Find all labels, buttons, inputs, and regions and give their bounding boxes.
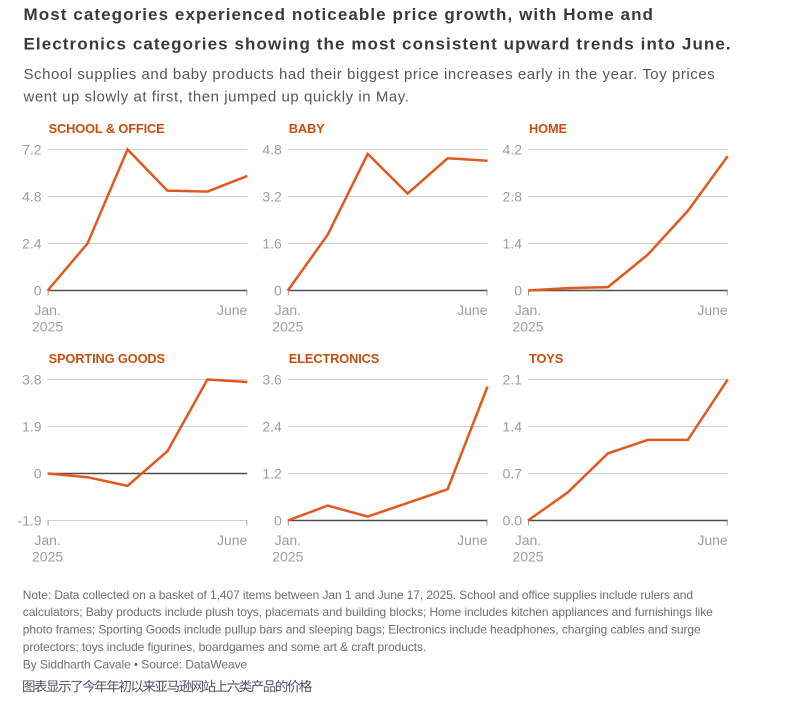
svg-text:0.7: 0.7	[503, 466, 523, 482]
svg-text:3.6: 3.6	[262, 372, 282, 388]
svg-text:1.4: 1.4	[503, 419, 523, 435]
svg-text:Note: Data collected on a bask: Note: Data collected on a basket of 1,40…	[23, 588, 693, 602]
svg-text:-1.9: -1.9	[17, 513, 41, 529]
svg-text:Jan.: Jan.	[275, 302, 301, 318]
svg-text:4.2: 4.2	[503, 142, 523, 158]
svg-text:7.2: 7.2	[22, 142, 42, 158]
svg-text:0: 0	[274, 513, 282, 529]
svg-text:June: June	[697, 532, 728, 548]
svg-text:0: 0	[514, 283, 522, 299]
svg-text:Jan.: Jan.	[515, 302, 541, 318]
svg-text:HOME: HOME	[529, 121, 567, 136]
svg-text:Most categories experienced no: Most categories experienced noticeable p…	[24, 5, 655, 24]
svg-text:0: 0	[34, 283, 42, 299]
svg-text:June: June	[457, 532, 488, 548]
svg-text:2.4: 2.4	[262, 419, 282, 435]
svg-text:June: June	[217, 532, 248, 548]
svg-text:2025: 2025	[32, 549, 63, 565]
svg-text:2025: 2025	[512, 319, 543, 335]
svg-text:2025: 2025	[272, 319, 303, 335]
svg-text:photo frames; Sporting Goods i: photo frames; Sporting Goods include pul…	[23, 623, 701, 637]
svg-text:0: 0	[34, 466, 42, 482]
svg-text:BABY: BABY	[289, 121, 325, 136]
svg-text:School supplies and baby produ: School supplies and baby products had th…	[24, 66, 716, 83]
svg-text:calculators; Baby products inc: calculators; Baby products include plush…	[23, 605, 713, 619]
svg-text:0: 0	[274, 283, 282, 299]
svg-text:By Siddharth Cavale • Source:: By Siddharth Cavale • Source: DataWeave	[23, 658, 248, 672]
svg-text:Electronics categories showing: Electronics categories showing the most …	[24, 35, 732, 54]
svg-text:June: June	[217, 302, 248, 318]
svg-text:June: June	[457, 302, 488, 318]
svg-text:SPORTING GOODS: SPORTING GOODS	[49, 351, 166, 366]
svg-text:4.8: 4.8	[22, 189, 42, 205]
svg-text:TOYS: TOYS	[529, 351, 564, 366]
svg-text:2025: 2025	[32, 319, 63, 335]
svg-text:3.8: 3.8	[22, 372, 42, 388]
svg-text:2025: 2025	[512, 549, 543, 565]
svg-text:Jan.: Jan.	[34, 302, 60, 318]
svg-text:June: June	[697, 302, 728, 318]
svg-text:went up slowly at first, then: went up slowly at first, then jumped up …	[23, 89, 410, 106]
svg-text:3.2: 3.2	[262, 189, 282, 205]
svg-text:2.4: 2.4	[22, 236, 42, 252]
svg-text:1.2: 1.2	[262, 466, 282, 482]
svg-text:Jan.: Jan.	[275, 532, 301, 548]
svg-text:2.8: 2.8	[503, 189, 523, 205]
svg-text:1.9: 1.9	[22, 419, 42, 435]
svg-text:1.4: 1.4	[503, 236, 523, 252]
svg-text:2025: 2025	[272, 549, 303, 565]
svg-text:2.1: 2.1	[503, 372, 523, 388]
svg-text:0.0: 0.0	[503, 513, 523, 529]
svg-text:protectors; toys include figur: protectors; toys include figurines, boar…	[23, 640, 426, 654]
svg-text:SCHOOL & OFFICE: SCHOOL & OFFICE	[49, 121, 166, 136]
svg-text:Jan.: Jan.	[515, 532, 541, 548]
svg-text:4.8: 4.8	[262, 142, 282, 158]
svg-text:1.6: 1.6	[262, 236, 282, 252]
svg-text:Jan.: Jan.	[34, 532, 60, 548]
svg-text:ELECTRONICS: ELECTRONICS	[289, 351, 380, 366]
